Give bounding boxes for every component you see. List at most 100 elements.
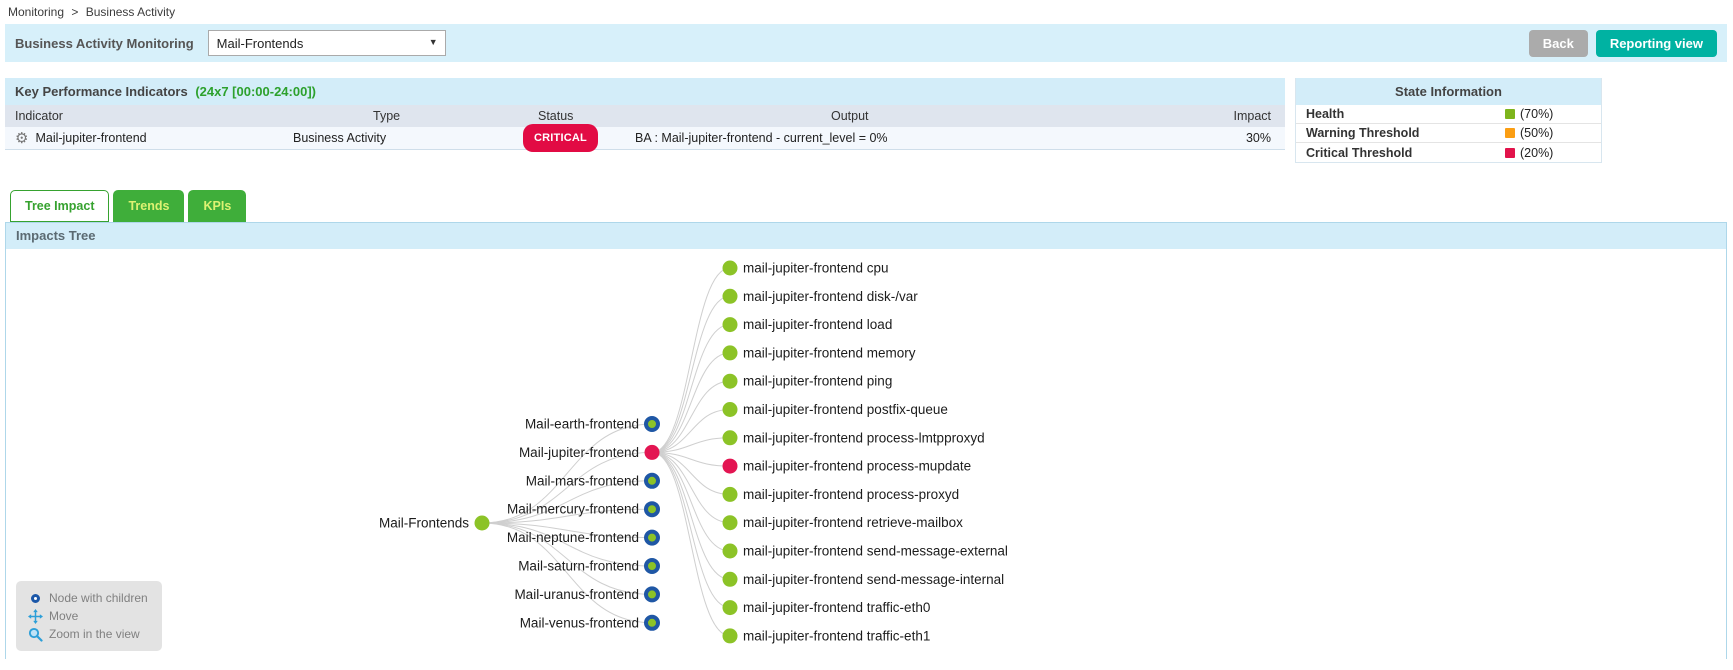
tree-link <box>651 451 731 580</box>
tree-link <box>481 522 653 539</box>
tree-node-label[interactable]: mail-jupiter-frontend load <box>743 317 892 332</box>
impacts-tree-body[interactable]: Mail-Frontends Mail-earth-frontend Mail-ju… <box>6 249 1726 659</box>
tree-node-label[interactable]: Mail-saturn-frontend <box>518 559 639 574</box>
impacts-tree-title: Impacts Tree <box>6 223 1726 249</box>
col-indicator: Indicator <box>15 109 63 123</box>
kpi-table-header: Indicator Type Status Output Impact <box>5 105 1285 127</box>
tree-node-label[interactable]: mail-jupiter-frontend ping <box>743 374 892 389</box>
tree-legend: Node with children <box>16 581 162 651</box>
state-row-warning: Warning Threshold (50%) <box>1296 124 1601 143</box>
tree-root-dot[interactable] <box>474 515 490 531</box>
kpi-panel-title: Key Performance Indicators <box>15 84 188 99</box>
gear-icon[interactable]: ⚙ <box>15 129 29 147</box>
zoom-icon <box>26 627 44 642</box>
kpi-panel: Key Performance Indicators (24x7 [00:00-… <box>5 78 1285 152</box>
tree-link <box>481 522 653 624</box>
ba-select[interactable]: Mail-Frontends <box>207 30 446 56</box>
kpi-timeperiod: (24x7 [00:00-24:00]) <box>195 84 316 99</box>
tree-child-dot[interactable] <box>644 472 660 489</box>
warning-color-swatch <box>1505 128 1515 138</box>
tree-child-dot[interactable] <box>644 614 660 631</box>
tab-tree-impact[interactable]: Tree Impact <box>10 190 110 222</box>
state-label: Critical Threshold <box>1306 145 1413 160</box>
tree-node-label[interactable]: mail-jupiter-frontend postfix-queue <box>743 402 948 417</box>
tree-node-label[interactable]: mail-jupiter-frontend process-proxyd <box>743 487 959 502</box>
tree-node-label[interactable]: Mail-jupiter-frontend <box>519 445 639 460</box>
page-title: Business Activity Monitoring <box>15 35 194 51</box>
legend-label: Move <box>49 609 79 623</box>
tree-child-dot[interactable] <box>644 529 660 546</box>
tree-node-label[interactable]: mail-jupiter-frontend disk-/var <box>743 289 918 304</box>
tree-leaf-dot[interactable] <box>722 345 738 361</box>
state-panel-title: State Information <box>1296 78 1601 105</box>
col-output: Output <box>831 109 869 123</box>
tree-link <box>481 480 653 524</box>
tab-kpis[interactable]: KPIs <box>188 190 247 222</box>
tree-leaf-dot[interactable] <box>722 486 738 502</box>
tree-leaf-dot[interactable] <box>722 600 738 616</box>
tree-link <box>651 451 731 495</box>
cell-indicator: ⚙ Mail-jupiter-frontend <box>5 127 293 150</box>
tree-node-label[interactable]: mail-jupiter-frontend cpu <box>743 261 889 276</box>
tree-link <box>651 267 731 453</box>
tree-node-label[interactable]: mail-jupiter-frontend retrieve-mailbox <box>743 515 963 530</box>
tree-node-label[interactable]: mail-jupiter-frontend traffic-eth1 <box>743 628 930 643</box>
indicator-name[interactable]: Mail-jupiter-frontend <box>35 130 147 145</box>
breadcrumb: Monitoring > Business Activity <box>0 0 1733 24</box>
tree-child-dot[interactable] <box>644 444 660 460</box>
tree-leaf-dot[interactable] <box>722 402 738 417</box>
tree-child-dot[interactable] <box>644 586 660 603</box>
col-type: Type <box>373 109 401 123</box>
tree-node-label[interactable]: Mail-mars-frontend <box>526 473 639 488</box>
tree-leaf-dot[interactable] <box>722 458 738 474</box>
tree-node-label[interactable]: mail-jupiter-frontend send-message-exter… <box>743 544 1008 559</box>
tree-link <box>651 451 731 524</box>
tree-node-label[interactable]: Mail-uranus-frontend <box>514 587 639 602</box>
tree-link <box>481 522 653 567</box>
tree-link <box>651 295 731 453</box>
warning-percent: (50%) <box>1520 126 1554 140</box>
tree-child-dot[interactable] <box>644 416 660 432</box>
tree-leaf-dot[interactable] <box>722 260 738 276</box>
tree-leaf-dot[interactable] <box>722 430 738 446</box>
breadcrumb-monitoring[interactable]: Monitoring <box>8 5 65 19</box>
tree-leaf-dot[interactable] <box>722 571 738 587</box>
tree-node-label[interactable]: mail-jupiter-frontend send-message-inter… <box>743 572 1004 587</box>
tree-node-label[interactable]: mail-jupiter-frontend traffic-eth0 <box>743 600 930 615</box>
tree-node-label[interactable]: Mail-neptune-frontend <box>507 530 639 545</box>
tree-node-label[interactable]: Mail-venus-frontend <box>520 615 639 630</box>
back-button[interactable]: Back <box>1528 29 1588 57</box>
tree-child-dot[interactable] <box>644 501 660 518</box>
tree-leaf-dot[interactable] <box>722 373 738 389</box>
tree-leaf-dot[interactable] <box>722 515 738 531</box>
tree-node-label[interactable]: Mail-earth-frontend <box>525 417 639 432</box>
reporting-view-button[interactable]: Reporting view <box>1595 29 1717 57</box>
state-value: (50%) <box>1505 126 1591 140</box>
state-label: Warning Threshold <box>1306 126 1420 140</box>
tab-bar: Tree Impact Trends KPIs <box>10 190 247 222</box>
legend-label: Zoom in the view <box>49 627 140 641</box>
tree-leaf-dot[interactable] <box>722 628 738 644</box>
legend-label: Node with children <box>49 591 148 605</box>
tree-leaf-dot[interactable] <box>722 317 738 333</box>
tree-node-label[interactable]: mail-jupiter-frontend process-lmtpproxyd <box>743 430 985 445</box>
tab-trends[interactable]: Trends <box>113 190 185 222</box>
tree-link <box>651 451 731 609</box>
col-impact: Impact <box>1233 109 1271 123</box>
tree-leaf-dot[interactable] <box>722 543 738 559</box>
tree-node-label[interactable]: mail-jupiter-frontend memory <box>743 345 916 360</box>
toolbar: Business Activity Monitoring Mail-Fronte… <box>5 24 1727 62</box>
tree-link <box>481 451 653 524</box>
tree-node-label[interactable]: Mail-Frontends <box>379 516 469 531</box>
node-with-children-icon <box>26 593 44 603</box>
critical-percent: (20%) <box>1520 145 1554 160</box>
tree-node-label[interactable]: mail-jupiter-frontend process-mupdate <box>743 459 971 474</box>
tree-node-label[interactable]: Mail-mercury-frontend <box>507 502 639 517</box>
tree-child-dot[interactable] <box>644 558 660 574</box>
breadcrumb-business-activity[interactable]: Business Activity <box>85 5 176 19</box>
state-information-panel: State Information Health (70%) Warning T… <box>1295 78 1602 163</box>
state-value: (20%) <box>1505 146 1591 160</box>
impacts-tree-canvas[interactable]: Mail-Frontends Mail-earth-frontend Mail-ju… <box>6 249 1727 659</box>
tree-leaf-dot[interactable] <box>722 288 738 304</box>
